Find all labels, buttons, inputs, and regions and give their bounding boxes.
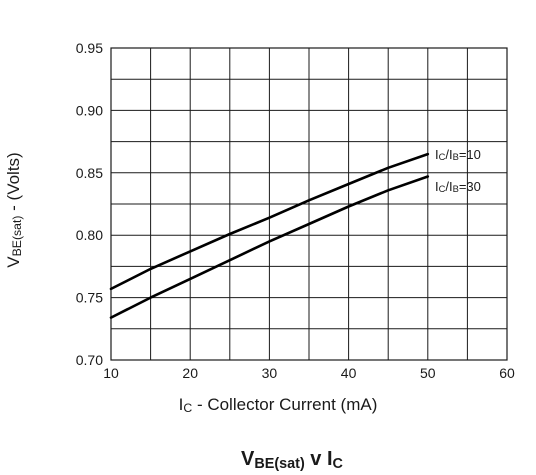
- x-tick-label: 30: [262, 365, 278, 381]
- y-tick-label: 0.90: [76, 102, 103, 118]
- x-tick-label: 40: [341, 365, 357, 381]
- x-tick-label: 60: [499, 365, 515, 381]
- series-label-ic-ib-10: IC/IB=10: [435, 147, 481, 162]
- x-tick-label: 20: [182, 365, 198, 381]
- x-tick-label: 10: [103, 365, 119, 381]
- x-axis-title: IC - Collector Current (mA): [179, 395, 378, 415]
- series-label-ic-ib-30: IC/IB=30: [435, 179, 481, 194]
- series-line-2: [109, 175, 430, 319]
- grid: [111, 48, 507, 360]
- chart-caption: VBE(sat) v IC: [241, 448, 343, 472]
- series-line-1: [109, 152, 430, 291]
- y-tick-label: 0.85: [76, 165, 103, 181]
- plot-border: [110, 47, 508, 361]
- y-tick-label: 0.95: [76, 40, 103, 56]
- y-tick-label: 0.75: [76, 290, 103, 306]
- y-tick-labels: 0.70 0.75 0.80 0.85 0.90 0.95: [76, 40, 103, 368]
- y-axis-title: VBE(sat) - (Volts): [4, 152, 24, 267]
- x-tick-label: 50: [420, 365, 436, 381]
- y-tick-label: 0.70: [76, 352, 103, 368]
- x-tick-labels: 10 20 30 40 50 60: [103, 365, 515, 381]
- plot-frame: [110, 47, 508, 361]
- series-group: [109, 152, 430, 319]
- y-tick-label: 0.80: [76, 227, 103, 243]
